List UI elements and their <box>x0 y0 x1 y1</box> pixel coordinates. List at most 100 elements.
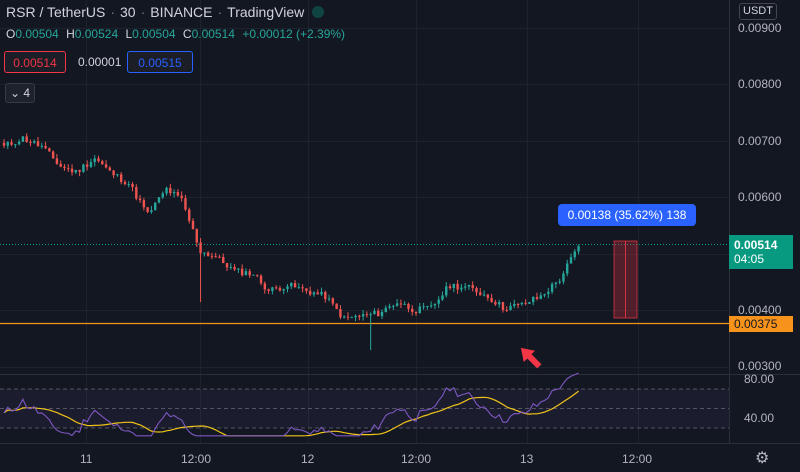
time-axis-label: 13 <box>520 452 534 466</box>
candle <box>429 305 433 307</box>
candle <box>532 297 535 303</box>
candle <box>392 305 395 307</box>
indicator-count: 4 <box>23 86 31 100</box>
symbol-name[interactable]: RSR / TetherUS <box>6 4 106 20</box>
candle <box>29 141 32 143</box>
candle <box>528 302 531 304</box>
candle <box>93 158 96 163</box>
price-axis-label: 0.00800 <box>738 77 782 91</box>
chart-title: RSR / TetherUS · 30 · BINANCE · TradingView <box>6 4 325 20</box>
candle <box>535 297 539 299</box>
candle <box>308 290 312 295</box>
candle <box>475 288 478 293</box>
candle <box>44 145 47 149</box>
candle <box>445 286 448 296</box>
support-price-badge: 0.00375 <box>729 316 793 332</box>
candle <box>14 144 17 146</box>
candle <box>267 289 270 291</box>
candle <box>569 257 573 264</box>
price-axis-label: 0.00700 <box>738 134 782 148</box>
candle <box>513 303 516 306</box>
candle <box>497 302 501 305</box>
candle <box>237 268 240 270</box>
candle <box>426 306 429 308</box>
candle <box>222 257 225 264</box>
candle <box>460 287 463 290</box>
candle <box>218 256 221 258</box>
candle <box>339 309 342 318</box>
candle <box>240 268 244 276</box>
candle <box>244 271 248 276</box>
candle <box>116 174 119 176</box>
candle <box>399 303 403 305</box>
candle <box>369 314 372 316</box>
candle <box>463 286 467 288</box>
candle <box>199 242 202 254</box>
price-axis-label: 0.00400 <box>738 303 782 317</box>
rsi-axis-label: 80.00 <box>744 372 775 386</box>
indicators-collapse-button[interactable]: ⌄ 4 <box>5 83 35 103</box>
candle <box>361 314 365 317</box>
time-axis-label: 12 <box>301 452 315 466</box>
candle <box>343 316 346 318</box>
candle <box>78 169 81 172</box>
candle <box>252 274 255 276</box>
candle <box>82 164 85 172</box>
candle <box>539 295 542 299</box>
chevron-icon: ⌄ <box>9 86 21 100</box>
candle <box>414 311 418 314</box>
gear-icon[interactable]: ⚙ <box>755 450 770 467</box>
candle <box>138 198 142 201</box>
candle <box>259 275 263 284</box>
candle <box>131 184 134 188</box>
candle <box>324 291 327 300</box>
candle <box>74 169 78 173</box>
candle <box>320 291 323 295</box>
candle <box>395 303 399 306</box>
candle <box>214 256 217 258</box>
candle <box>176 192 180 196</box>
candle <box>490 297 493 302</box>
candle <box>188 209 191 221</box>
current-price-value: 0.00514 <box>734 238 778 252</box>
candle <box>346 316 350 318</box>
candle <box>10 142 13 145</box>
time-axis-label: 12:00 <box>622 452 653 466</box>
interval-label[interactable]: 30 <box>120 4 136 20</box>
candle <box>63 166 66 169</box>
candle <box>191 220 195 230</box>
candle <box>388 306 391 308</box>
candle <box>127 184 130 186</box>
candle <box>293 283 297 288</box>
price-axis-label: 0.00300 <box>738 359 782 373</box>
currency-button[interactable]: USDT <box>739 3 777 20</box>
candle <box>554 282 558 284</box>
candle <box>403 303 406 305</box>
high-value: 0.00524 <box>74 27 119 41</box>
candle <box>501 302 505 310</box>
change-value: +0.00012 (+2.39%) <box>242 27 346 41</box>
time-axis-label: 12:00 <box>401 452 432 466</box>
candle <box>48 148 51 152</box>
candle <box>520 302 524 305</box>
candle <box>154 202 157 211</box>
candle <box>169 187 172 194</box>
candle <box>55 158 59 164</box>
arrow-icon <box>520 347 542 369</box>
rsi-line <box>3 372 579 437</box>
close-key: C <box>182 27 192 41</box>
candle <box>40 145 43 147</box>
candle <box>225 263 229 268</box>
candle <box>524 302 527 304</box>
buy-button[interactable]: 0.00515 <box>127 51 193 73</box>
candle <box>543 294 546 296</box>
candle <box>67 168 70 170</box>
candle <box>456 283 459 290</box>
sell-button[interactable]: 0.00514 <box>4 51 66 73</box>
candle <box>203 252 206 254</box>
candle <box>418 306 421 314</box>
candle <box>505 309 508 311</box>
time-axis-label: 12:00 <box>181 452 212 466</box>
candle <box>452 283 456 289</box>
candle <box>494 301 497 305</box>
